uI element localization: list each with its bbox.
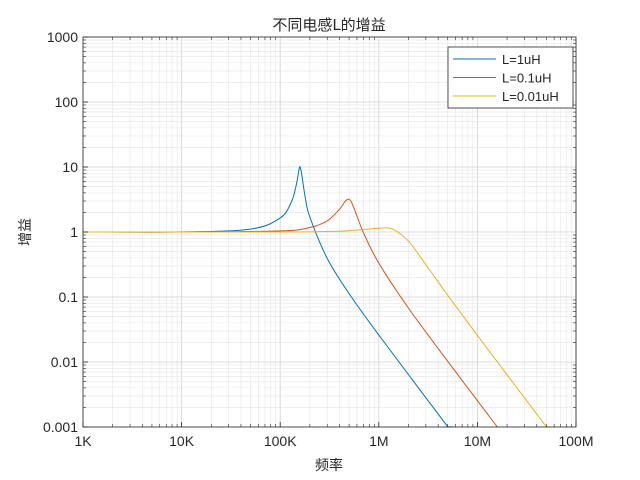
y-tick-label: 1000 [47, 29, 78, 45]
y-tick-label: 10 [62, 159, 78, 175]
y-tick-label: 0.001 [43, 419, 78, 435]
x-tick-label: 100M [558, 433, 593, 449]
y-axis-label: 增益 [18, 218, 34, 246]
x-tick-label: 1M [369, 433, 388, 449]
legend-label: L=0.1uH [502, 71, 552, 86]
x-tick-label: 100K [264, 433, 297, 449]
chart-title: 不同电感L的增益 [272, 16, 385, 34]
x-axis-label: 频率 [315, 457, 343, 474]
series-line-l-0-1uh [83, 198, 498, 427]
x-tick-label: 10M [464, 433, 491, 449]
y-tick-label: 100 [55, 94, 79, 110]
series-line-l-1uh [83, 166, 454, 427]
x-tick-label: 10K [169, 433, 195, 449]
series-line-l-0-01uh [83, 227, 550, 427]
y-tick-label: 0.1 [59, 289, 79, 305]
y-tick-label: 0.01 [51, 354, 78, 370]
y-tick-label: 1 [70, 224, 78, 240]
series-lines [83, 166, 550, 427]
legend-label: L=1uH [502, 52, 541, 67]
x-tick-label: 1K [74, 433, 92, 449]
legend-label: L=0.01uH [502, 89, 559, 104]
legend: L=1uH L=0.1uH L=0.01uH [447, 46, 574, 109]
ticks: 1K 10K 100K 1M 10M 100M 0.001 0.01 0.1 1 10 100 1000 [43, 29, 594, 449]
